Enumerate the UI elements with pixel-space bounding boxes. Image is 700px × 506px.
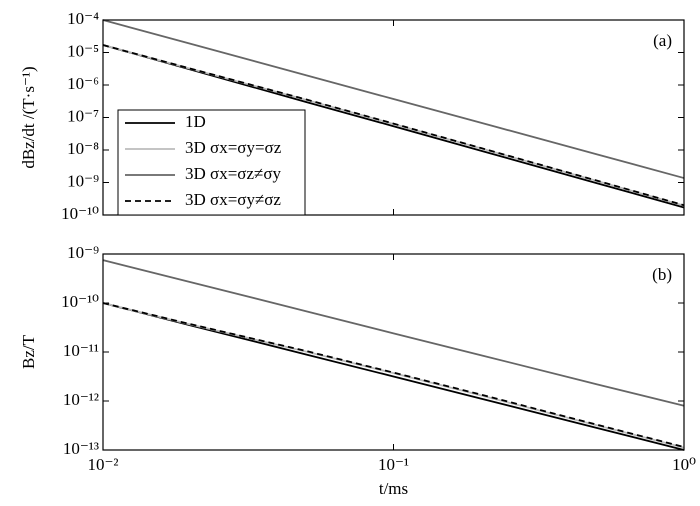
- y-tick-label: 10⁻⁷: [67, 106, 99, 125]
- legend-label: 3D σx=σy≠σz: [185, 190, 281, 209]
- y-tick-label: 10⁻¹³: [63, 439, 99, 458]
- y-tick-label: 10⁻⁹: [67, 171, 99, 190]
- series-line: [102, 259, 685, 407]
- x-axis-label: t/ms: [379, 479, 408, 498]
- series-line: [102, 19, 685, 179]
- y-tick-label: 10⁻¹¹: [63, 341, 99, 360]
- y-tick-label: 10⁻⁵: [67, 41, 99, 60]
- y-tick-label: 10⁻¹⁰: [61, 204, 99, 223]
- y-tick-label: 10⁻¹²: [63, 390, 99, 409]
- x-tick-label: 10⁻¹: [378, 455, 409, 474]
- y-tick-label: 10⁻⁸: [67, 139, 99, 158]
- y-tick-label: 10⁻¹⁰: [61, 292, 99, 311]
- y-tick-label: 10⁻⁶: [67, 74, 99, 93]
- y-axis-label: dBz/dt /(T·s⁻¹): [19, 66, 38, 168]
- legend-box: [117, 109, 306, 216]
- x-tick-label: 10⁰: [672, 455, 696, 474]
- plot-frame: [102, 19, 685, 216]
- panel-label: (a): [653, 31, 672, 50]
- plot-frame: [102, 253, 685, 451]
- y-tick-label: 10⁻⁴: [67, 9, 99, 28]
- legend-label: 3D σx=σz≠σy: [185, 164, 281, 183]
- y-axis-label: Bz/T: [19, 334, 38, 369]
- legend-label: 3D σx=σy=σz: [185, 138, 282, 157]
- y-tick-label: 10⁻⁹: [67, 243, 99, 262]
- series-line: [102, 44, 685, 207]
- panel-label: (b): [652, 265, 672, 284]
- x-tick-label: 10⁻²: [87, 455, 118, 474]
- series-line: [102, 302, 685, 449]
- legend-label: 1D: [185, 112, 206, 131]
